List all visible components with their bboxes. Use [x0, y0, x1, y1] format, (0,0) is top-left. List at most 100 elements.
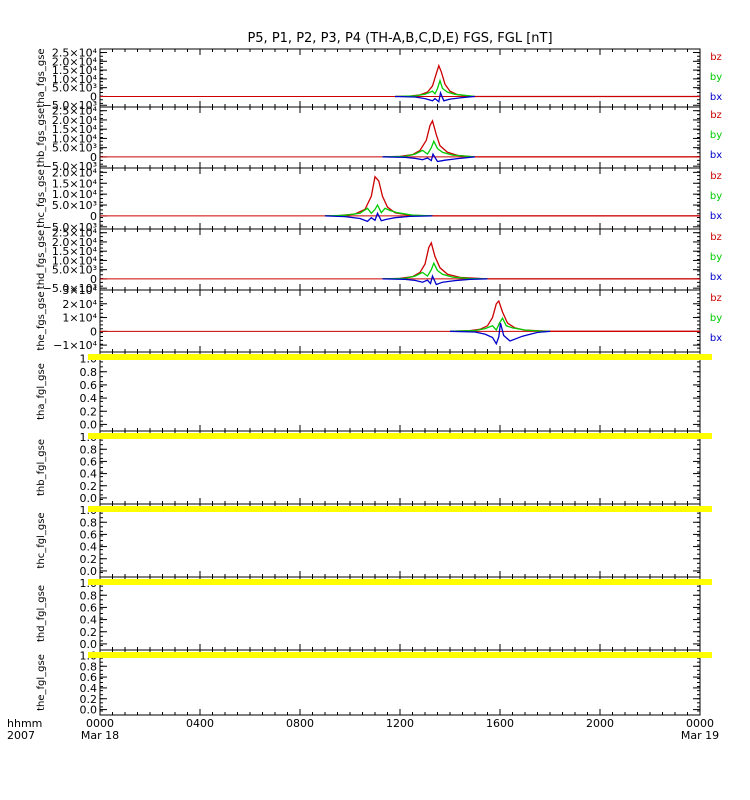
legend-bx: bx — [710, 272, 722, 283]
legend-by: by — [710, 313, 722, 324]
y-tick-label: 0.6 — [80, 455, 98, 468]
panel-frame — [99, 649, 701, 716]
y-tick-label: −5.0×10³ — [43, 99, 97, 112]
y-axis-label: the_fgs_gse — [36, 291, 47, 350]
y-tick-label: 0.4 — [80, 614, 98, 627]
y-tick-label: 1.5×10⁴ — [52, 177, 98, 190]
y-tick-label: 0.6 — [80, 528, 98, 541]
y-axis-label: thb_fgl_gse — [36, 439, 47, 496]
legend-by: by — [710, 130, 722, 141]
panel-frame — [99, 167, 701, 230]
y-tick-label: 0.4 — [80, 682, 98, 695]
y-tick-label: 0.0 — [80, 565, 98, 578]
y-tick-label: 2.0×10⁴ — [52, 236, 98, 249]
series-bx-line — [449, 322, 551, 346]
y-axis-label: the_fgl_gse — [36, 654, 47, 711]
no-data-band — [88, 652, 712, 658]
x-tick-label: 1200 — [386, 717, 414, 730]
y-tick-label: 1.5×10⁴ — [52, 245, 98, 258]
legend-by: by — [710, 191, 722, 202]
y-tick-label: 0.8 — [80, 443, 98, 456]
x-tick-label: 0000 — [686, 717, 714, 730]
y-tick-label: 0.6 — [80, 601, 98, 614]
legend-bz: bz — [710, 232, 722, 243]
year-label: 2007 — [7, 729, 35, 742]
y-tick-label: 0.0 — [80, 492, 98, 505]
legend-bz: bz — [710, 110, 722, 121]
x-tick-label: 0400 — [186, 717, 214, 730]
y-tick-label: 0.8 — [80, 589, 98, 602]
series-by-line — [394, 78, 476, 98]
y-tick-label: 0 — [90, 210, 97, 223]
panel-frame — [99, 503, 701, 578]
y-tick-label: 5.0×10³ — [52, 199, 97, 212]
panel-frame — [99, 228, 701, 291]
y-tick-label: 0.8 — [80, 366, 98, 379]
y-tick-label: 0 — [90, 151, 97, 164]
series-by-line — [324, 203, 433, 217]
y-tick-label: 0.2 — [80, 480, 98, 493]
y-tick-label: 1.0×10⁴ — [52, 73, 98, 86]
panel-thc_fgs_gse: 2.0×10⁴1.5×10⁴1.0×10⁴5.0×10³0−5.0×10³thc… — [36, 166, 722, 233]
x-tick-label: 1600 — [486, 717, 514, 730]
legend-by: by — [710, 72, 722, 83]
legend-bx: bx — [710, 211, 722, 222]
y-tick-label: 0.6 — [80, 671, 98, 684]
y-tick-label: 1×10⁴ — [62, 312, 97, 325]
series-by-line — [449, 316, 551, 332]
y-tick-label: 1.5×10⁴ — [52, 64, 98, 77]
y-tick-label: 0.0 — [80, 418, 98, 431]
legend-bx: bx — [710, 150, 722, 161]
y-tick-label: 2.0×10⁴ — [52, 114, 98, 127]
x-tick-label: 0000 — [86, 717, 114, 730]
panel-frame — [99, 106, 701, 169]
series-bz-line — [382, 241, 700, 280]
y-tick-label: 1.0×10⁴ — [52, 254, 98, 267]
y-axis-label: thd_fgs_gse — [36, 230, 47, 289]
legend-bz: bz — [710, 293, 722, 304]
y-axis-label: thd_fgl_gse — [36, 585, 47, 642]
y-tick-label: 2.0×10⁴ — [52, 55, 98, 68]
y-tick-label: 0.4 — [80, 541, 98, 554]
no-data-band — [88, 354, 712, 360]
x-tick-label: 2000 — [586, 717, 614, 730]
series-by-line — [382, 261, 488, 280]
no-data-band — [88, 506, 712, 512]
y-tick-label: 5.0×10³ — [52, 264, 97, 277]
no-data-band — [88, 579, 712, 585]
panel-tha_fgs_gse: 2.5×10⁴2.0×10⁴1.5×10⁴1.0×10⁴5.0×10³0−5.0… — [36, 47, 722, 113]
panel-frame — [99, 576, 701, 651]
y-tick-label: −5.0×10³ — [43, 160, 97, 173]
series-bx-line — [382, 152, 476, 163]
legend-bz: bz — [710, 52, 722, 63]
y-axis-label: thb_fgs_gse — [36, 108, 47, 167]
series-bz-line — [449, 299, 700, 332]
legend-by: by — [710, 252, 722, 263]
y-tick-label: 0.8 — [80, 516, 98, 529]
x-tick-label: 0800 — [286, 717, 314, 730]
y-axis-label: thc_fgl_gse — [36, 512, 47, 568]
x-tick-date-label: Mar 18 — [81, 729, 119, 742]
series-bx-line — [394, 90, 476, 103]
legend-bz: bz — [710, 171, 722, 182]
y-tick-label: 0 — [90, 90, 97, 103]
time-format-label: hhmm — [7, 717, 42, 730]
y-tick-label: 3×10⁴ — [62, 284, 97, 297]
y-axis-label: tha_fgl_gse — [36, 363, 47, 420]
y-tick-label: 0.4 — [80, 392, 98, 405]
y-tick-label: 0.4 — [80, 468, 98, 481]
y-tick-label: 0 — [90, 273, 97, 286]
panel-thb_fgs_gse: 2.5×10⁴2.0×10⁴1.5×10⁴1.0×10⁴5.0×10³0−5.0… — [36, 105, 722, 173]
y-tick-label: 0.2 — [80, 405, 98, 418]
y-tick-label: 2×10⁴ — [62, 298, 97, 311]
series-by-line — [382, 139, 476, 158]
y-tick-label: 0.2 — [80, 693, 98, 706]
panel-frame — [99, 48, 701, 108]
